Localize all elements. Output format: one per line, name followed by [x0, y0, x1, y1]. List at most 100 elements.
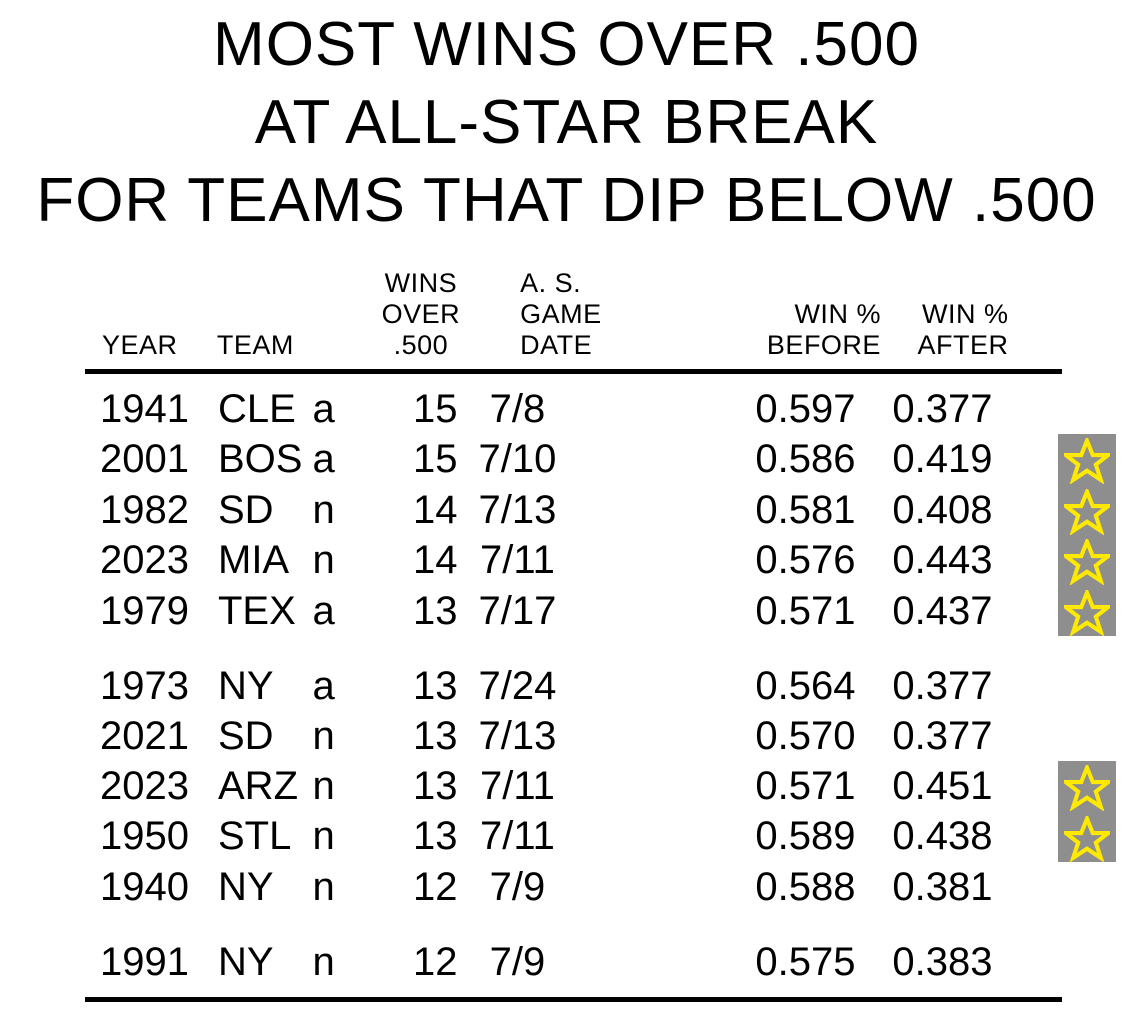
win-pct-after-cell: 0.381 — [892, 864, 993, 909]
star-cell — [1058, 484, 1117, 535]
year-cell: 2023 — [100, 763, 189, 808]
table-row: 1991 NY n 12 7/9 0.575 0.383 — [85, 912, 1116, 987]
league-cell: n — [312, 763, 335, 808]
year-cell: 2023 — [100, 538, 189, 583]
win-pct-after-cell: 0.377 — [892, 387, 993, 431]
win-pct-after-cell: 0.437 — [892, 588, 993, 633]
page-title-line-3: FOR TEAMS THAT DIP BELOW .500 — [36, 166, 1097, 235]
win-pct-before-cell: 0.597 — [755, 387, 856, 431]
star-cell — [1058, 434, 1117, 485]
year-cell: 1979 — [100, 588, 189, 633]
team-cell: NY — [218, 939, 274, 984]
wins-over-cell: 14 — [412, 487, 458, 532]
star-cell — [1058, 862, 1116, 912]
year-cell: 2021 — [100, 713, 189, 758]
wins-over-cell: 15 — [412, 387, 458, 431]
table-row: 2023 MIA n 14 7/11 0.576 0.443 — [85, 534, 1117, 586]
star-icon — [1064, 589, 1111, 636]
column-header-spacer-2 — [1019, 268, 1078, 367]
page-title-line-1: MOST WINS OVER .500 — [213, 10, 920, 79]
game-date-cell: 7/11 — [480, 538, 555, 583]
wins-over-cell: 12 — [412, 939, 458, 984]
win-pct-after-cell: 0.419 — [892, 437, 993, 482]
team-cell: BOS — [218, 437, 303, 482]
game-date-cell: 7/9 — [489, 864, 546, 909]
team-cell: ARZ — [218, 763, 298, 808]
win-pct-before-cell: 0.564 — [755, 663, 856, 708]
table-row: 2021 SD n 13 7/13 0.570 0.377 — [85, 711, 1116, 761]
column-header-year: YEAR — [102, 330, 178, 360]
team-cell: NY — [218, 663, 274, 708]
win-pct-before-cell: 0.586 — [755, 437, 856, 482]
team-cell: SD — [218, 713, 274, 758]
year-cell: 1941 — [100, 387, 189, 431]
year-cell: 1991 — [100, 939, 189, 984]
wins-over-cell: 12 — [412, 864, 458, 909]
team-cell: MIA — [218, 538, 290, 583]
game-date-cell: 7/13 — [478, 487, 557, 532]
wins-over-cell: 14 — [412, 538, 458, 583]
star-cell — [1058, 711, 1116, 761]
table-row: 1982 SD n 14 7/13 0.581 0.408 — [85, 484, 1117, 535]
wins-over-cell: 13 — [412, 713, 458, 758]
league-cell: n — [312, 814, 335, 859]
star-cell — [1058, 636, 1116, 711]
page-title-line-2: AT ALL-STAR BREAK — [254, 88, 879, 157]
year-cell: 1982 — [100, 487, 189, 532]
win-pct-after-cell: 0.443 — [892, 538, 993, 583]
win-pct-after-cell: 0.377 — [892, 663, 993, 708]
column-header-win-pct-after: WIN % AFTER — [917, 299, 1009, 360]
league-cell: n — [312, 487, 335, 532]
year-cell: 1973 — [100, 663, 189, 708]
table-row: 1941 CLE a 15 7/8 0.597 0.377 — [85, 384, 1116, 434]
star-icon — [1064, 539, 1111, 586]
star-cell — [1058, 534, 1117, 586]
league-cell: n — [312, 864, 335, 909]
header-divider-rule — [85, 369, 1062, 374]
year-cell: 1950 — [100, 814, 189, 859]
column-header-as-game-date: A. S. GAME DATE — [520, 268, 602, 360]
star-cell — [1058, 811, 1117, 862]
win-pct-before-cell: 0.576 — [755, 538, 856, 583]
win-pct-before-cell: 0.571 — [755, 763, 856, 808]
win-pct-after-cell: 0.377 — [892, 713, 993, 758]
page-title: MOST WINS OVER .500 AT ALL-STAR BREAK FO… — [0, 0, 1133, 240]
team-cell: NY — [218, 864, 274, 909]
win-pct-after-cell: 0.438 — [892, 814, 993, 859]
stats-table: YEAR TEAM WINS OVER .500 A. S. GAME DATE… — [85, 268, 1133, 1002]
wins-over-cell: 13 — [412, 588, 458, 633]
win-pct-after-cell: 0.451 — [892, 763, 993, 808]
league-cell: a — [312, 437, 335, 482]
table-row: 1973 NY a 13 7/24 0.564 0.377 — [85, 636, 1116, 711]
wins-over-cell: 13 — [412, 663, 458, 708]
win-pct-after-cell: 0.383 — [892, 939, 993, 984]
win-pct-before-cell: 0.588 — [755, 864, 856, 909]
column-header-league — [299, 268, 352, 367]
game-date-cell: 7/11 — [480, 763, 555, 808]
win-pct-after-cell: 0.408 — [892, 487, 993, 532]
league-cell: a — [312, 663, 335, 708]
year-cell: 2001 — [100, 437, 189, 482]
column-header-star — [1077, 268, 1133, 367]
league-cell: n — [312, 713, 335, 758]
team-cell: CLE — [218, 387, 296, 431]
win-pct-before-cell: 0.575 — [755, 939, 856, 984]
win-pct-before-cell: 0.571 — [755, 588, 856, 633]
win-pct-before-cell: 0.589 — [755, 814, 856, 859]
table-row: 1979 TEX a 13 7/17 0.571 0.437 — [85, 585, 1117, 636]
league-cell: a — [312, 588, 335, 633]
column-header-team: TEAM — [216, 330, 294, 360]
star-icon — [1064, 438, 1111, 485]
win-pct-before-cell: 0.570 — [755, 713, 856, 758]
star-cell — [1058, 585, 1117, 636]
game-date-cell: 7/9 — [489, 939, 546, 984]
table-row: 2001 BOS a 15 7/10 0.586 0.419 — [85, 434, 1117, 485]
game-date-cell: 7/8 — [489, 387, 546, 431]
team-cell: TEX — [218, 588, 296, 633]
star-cell — [1058, 912, 1116, 987]
game-date-cell: 7/11 — [480, 814, 555, 859]
table-header: YEAR TEAM WINS OVER .500 A. S. GAME DATE… — [85, 268, 1133, 367]
game-date-cell: 7/10 — [478, 437, 557, 482]
star-icon — [1064, 765, 1111, 812]
win-pct-before-cell: 0.581 — [755, 487, 856, 532]
